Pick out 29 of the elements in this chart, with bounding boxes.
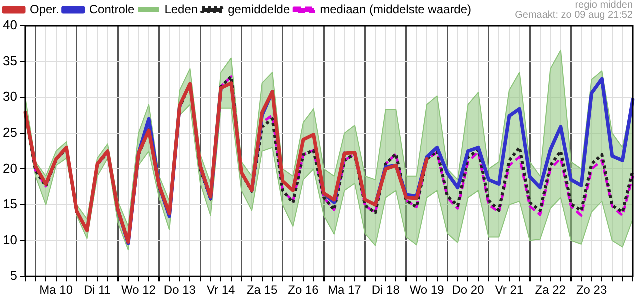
x-tick-label: Di 18 — [372, 283, 400, 298]
x-tick-label: Za 15 — [246, 283, 278, 298]
x-tick-label: Do 20 — [452, 283, 485, 298]
x-tick-label: Wo 19 — [410, 283, 445, 298]
x-tick-label: Zo 16 — [288, 283, 320, 298]
x-tick-label: Ma 17 — [328, 283, 362, 298]
y-tick-label: 35 — [2, 53, 18, 68]
y-tick-label: 15 — [2, 196, 18, 212]
text: Gemaakt: zo 09 aug 21:52 — [515, 10, 634, 21]
legend-label: Leden — [164, 2, 198, 16]
y-tick-label: 10 — [2, 232, 18, 248]
x-tick-label: Di 11 — [84, 283, 112, 298]
x-tick-label: Za 22 — [535, 283, 566, 298]
x-tick-label: Wo 12 — [121, 283, 156, 298]
y-tick-label: 5 — [10, 268, 18, 284]
x-tick-label: Do 13 — [164, 283, 196, 298]
y-tick-label: 40 — [2, 18, 18, 33]
x-tick-label: Zo 23 — [576, 283, 608, 298]
y-tick-label: 20 — [2, 160, 18, 176]
legend-label: Controle — [89, 2, 136, 16]
legend-label: gemiddelde — [228, 2, 290, 16]
legend-label: Oper. — [30, 2, 60, 16]
legend-label: mediaan (middelste waarde) — [320, 2, 472, 16]
y-tick-label: 25 — [2, 124, 18, 140]
x-tick-label: Ma 10 — [40, 283, 74, 298]
y-tick-label: 30 — [2, 89, 18, 104]
x-tick-label: Vr 21 — [495, 283, 524, 298]
text: regio midden — [575, 0, 633, 11]
x-tick-label: Vr 14 — [206, 283, 236, 298]
